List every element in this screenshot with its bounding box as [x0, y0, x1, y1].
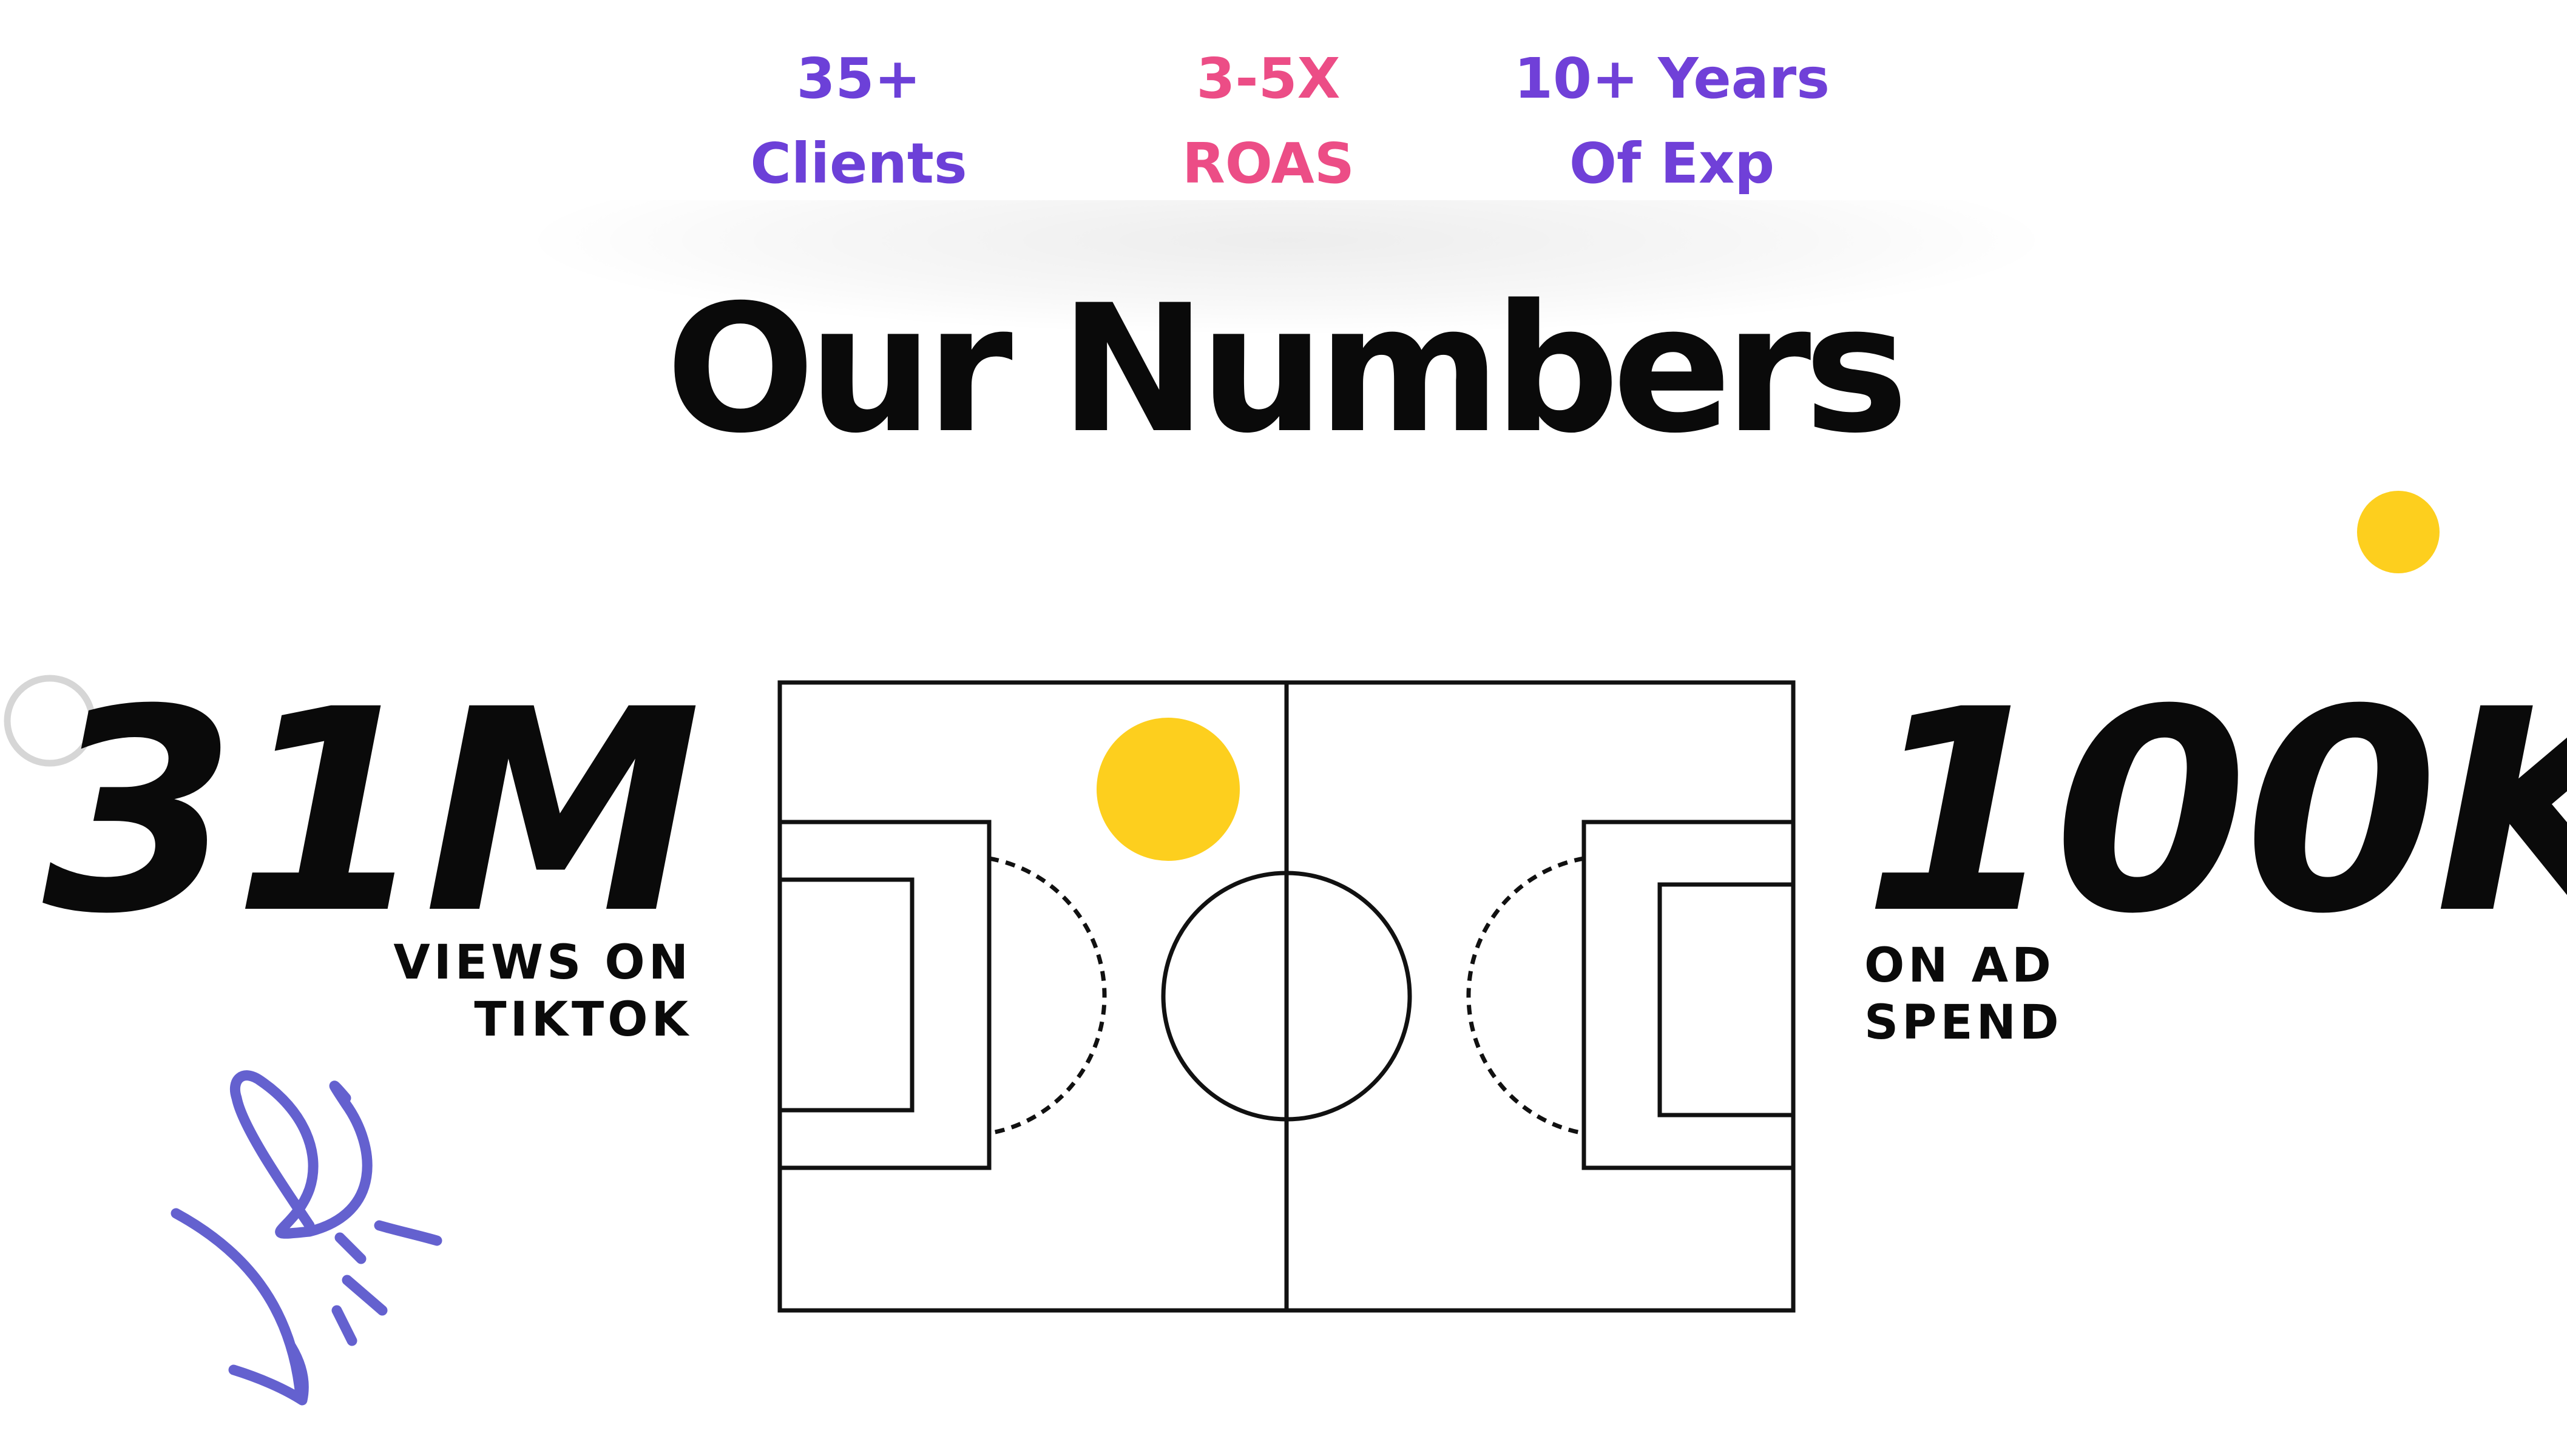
stat-experience: 10+ Years Of Exp — [1459, 36, 1884, 206]
stat-roas: 3-5X ROAS — [1056, 36, 1481, 206]
metric-views-caption-line2: TIKTOK — [474, 993, 692, 1047]
metric-adspend-value: 100K — [1863, 650, 2567, 975]
metric-views-caption: VIEWS ON TIKTOK — [393, 934, 692, 1048]
stat-roas-value: 3-5X — [1196, 46, 1341, 111]
soccer-pitch-icon — [777, 680, 1796, 1313]
stat-roas-label: ROAS — [1182, 131, 1355, 196]
metric-adspend-caption-line2: SPEND — [1864, 996, 2063, 1050]
metric-adspend-caption-line1: ON AD — [1864, 939, 2055, 993]
stat-clients-value: 35+ — [796, 46, 921, 111]
yellow-dot-icon — [2357, 491, 2440, 573]
stat-experience-label: Of Exp — [1569, 131, 1775, 196]
stat-clients-label: Clients — [750, 131, 967, 196]
stats-shadow — [534, 200, 2039, 334]
page-title: Our Numbers — [665, 268, 1909, 472]
metric-views-value: 31M — [42, 650, 702, 975]
hand-drawn-arrow-icon — [171, 1070, 442, 1406]
stat-experience-value: 10+ Years — [1514, 46, 1830, 111]
metric-views-caption-line1: VIEWS ON — [393, 935, 692, 990]
metric-adspend-caption: ON AD SPEND — [1864, 937, 2063, 1051]
grey-ring-icon — [4, 675, 96, 767]
stat-clients: 35+ Clients — [646, 36, 1071, 206]
stats-row: 35+ Clients 3-5X ROAS 10+ Years Of Exp — [0, 0, 2567, 218]
